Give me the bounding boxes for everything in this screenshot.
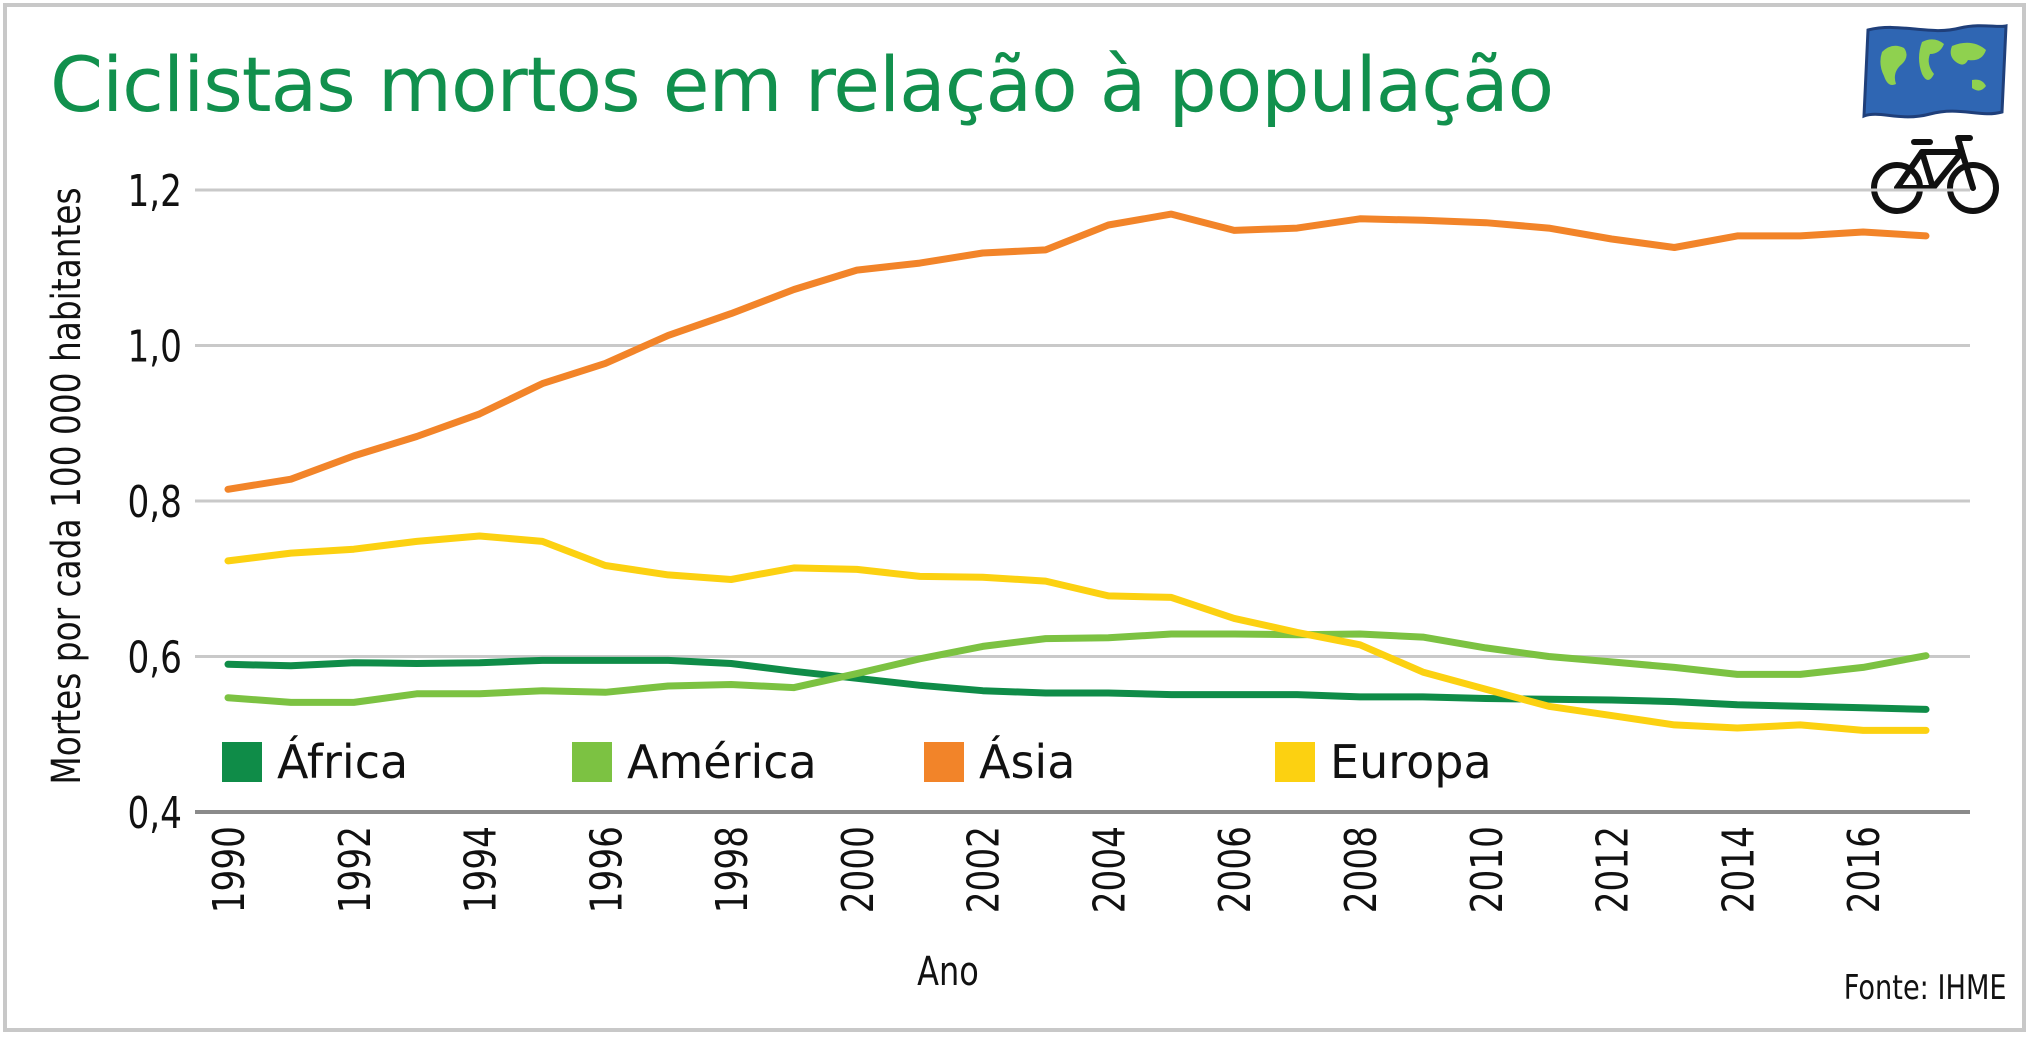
series-lines xyxy=(224,210,1930,734)
legend-swatch xyxy=(1275,742,1315,782)
legend-item: Ásia xyxy=(924,735,1075,789)
x-tick-label: 1990 xyxy=(204,826,255,913)
legend-item: África xyxy=(222,735,408,789)
legend: África América Ásia Europa xyxy=(222,735,1492,789)
legend-label: Europa xyxy=(1330,735,1492,789)
grid-lines xyxy=(195,188,1970,658)
x-tick-label: 2006 xyxy=(1210,826,1261,913)
y-tick-label: 1,0 xyxy=(127,321,182,372)
x-tick-label: 2014 xyxy=(1713,826,1764,913)
x-tick-label: 1992 xyxy=(330,826,381,913)
x-tick-label: 2000 xyxy=(833,826,884,913)
y-tick-label: 1,2 xyxy=(127,166,182,217)
y-tick-label: 0,4 xyxy=(127,788,182,839)
x-tick-label: 1994 xyxy=(455,826,506,913)
legend-item: América xyxy=(572,735,817,789)
x-tick-label: 2016 xyxy=(1839,826,1890,913)
legend-swatch xyxy=(572,742,612,782)
series-line-europa xyxy=(224,532,1930,734)
x-tick-label: 1998 xyxy=(707,826,758,913)
legend-label: América xyxy=(627,735,817,789)
series-line-áfrica xyxy=(224,656,1930,713)
bicycle-icon xyxy=(1871,135,1999,214)
legend-swatch xyxy=(924,742,964,782)
x-axis-title: Ano xyxy=(917,947,979,994)
series-line-ásia xyxy=(224,210,1930,493)
axes: 0,4 0,6 0,8 1,0 1,2 1990 1992 1994 1996 1998 2000 2… xyxy=(127,166,1970,913)
x-tick-label: 2008 xyxy=(1336,826,1387,913)
chart-title: Ciclistas mortos em relação à população xyxy=(50,40,1554,129)
y-tick-label: 0,6 xyxy=(127,632,182,683)
x-tick-label: 2010 xyxy=(1462,826,1513,913)
x-tick-label: 2004 xyxy=(1084,826,1135,913)
x-tick-label: 2012 xyxy=(1587,826,1638,913)
x-tick-label: 2002 xyxy=(959,826,1010,913)
legend-item: Europa xyxy=(1275,735,1492,789)
x-tick-label: 1996 xyxy=(581,826,632,913)
source-note: Fonte: IHME xyxy=(1844,968,2007,1008)
chart-frame xyxy=(3,3,2026,1032)
y-tick-label: 0,8 xyxy=(127,477,182,528)
legend-label: África xyxy=(277,735,408,789)
legend-swatch xyxy=(222,742,262,782)
series-line-américa xyxy=(224,630,1930,706)
world-map-flag-icon xyxy=(1862,24,2008,119)
legend-label: Ásia xyxy=(979,735,1075,789)
y-axis-title: Mortes por cada 100 000 habitantes xyxy=(43,187,90,784)
